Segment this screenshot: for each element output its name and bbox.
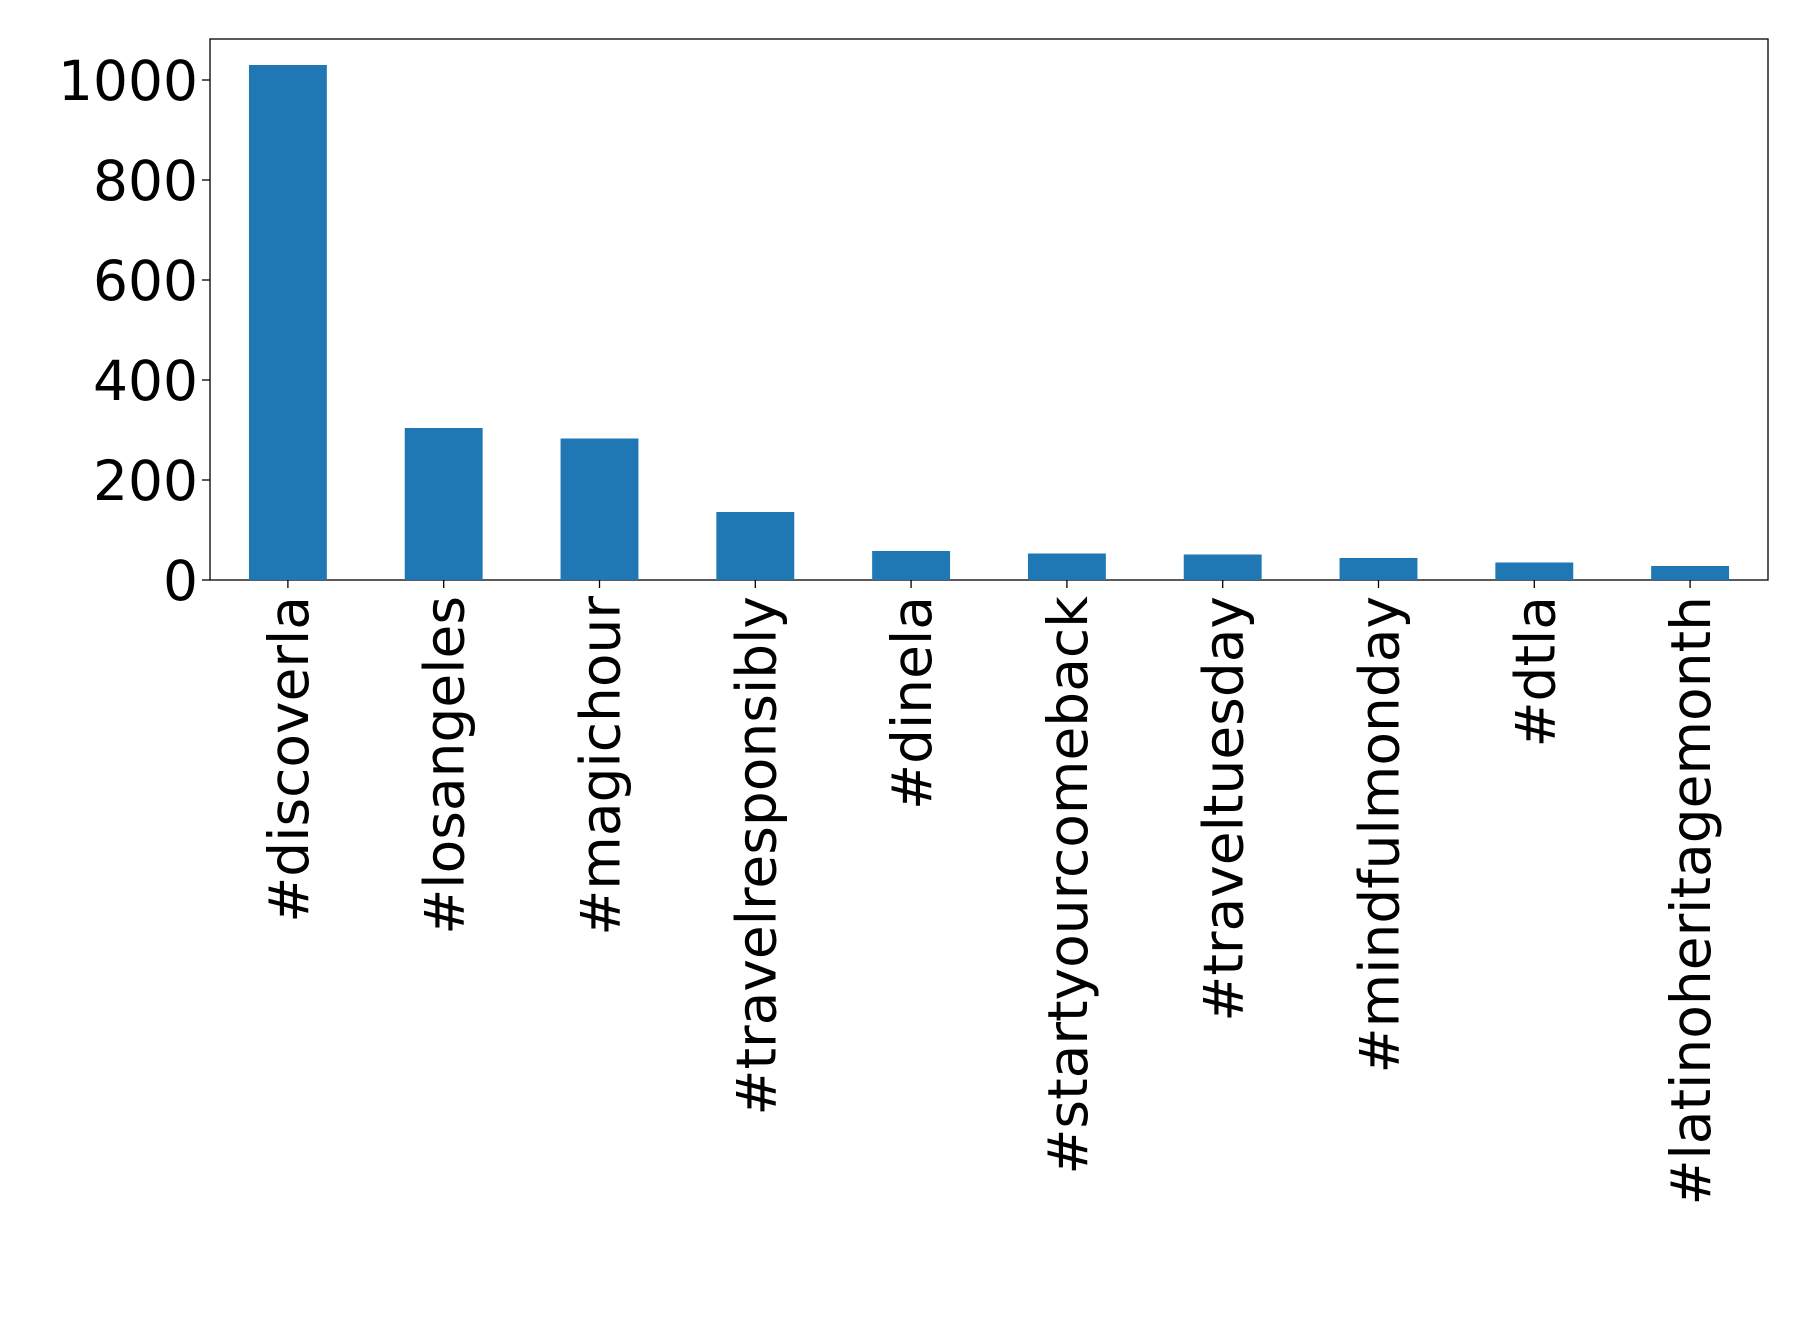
x-tick-label: #losangeles	[413, 596, 477, 935]
bar	[1339, 558, 1418, 580]
x-tick-label: #discoverla	[257, 596, 321, 923]
x-tick-label: #latinoheritagemonth	[1659, 596, 1723, 1206]
y-tick-label: 200	[93, 449, 198, 513]
x-tick-label: #travelresponsibly	[724, 596, 788, 1116]
x-tick-label: #traveltuesday	[1192, 596, 1256, 1022]
y-tick-label: 600	[93, 249, 198, 313]
bar	[1183, 554, 1262, 580]
bar	[248, 65, 327, 580]
bar	[716, 512, 795, 580]
x-tick-label: #dtla	[1503, 596, 1567, 748]
y-tick-label: 400	[93, 349, 198, 413]
x-tick-label: #mindfulmonday	[1348, 596, 1412, 1073]
bar	[404, 428, 483, 580]
bar	[560, 438, 639, 580]
bar	[1027, 553, 1106, 580]
bar	[1651, 566, 1730, 580]
plot-frame	[209, 38, 1769, 581]
x-tick-label: #startyourcomeback	[1036, 596, 1100, 1175]
y-tick-label: 0	[163, 549, 198, 613]
bar	[1495, 562, 1574, 580]
x-tick-label: #magichour	[569, 596, 633, 936]
x-tick-label: #dinela	[880, 596, 944, 810]
bar	[872, 551, 951, 580]
y-tick-label: 800	[93, 149, 198, 213]
y-tick-label: 1000	[58, 49, 198, 113]
